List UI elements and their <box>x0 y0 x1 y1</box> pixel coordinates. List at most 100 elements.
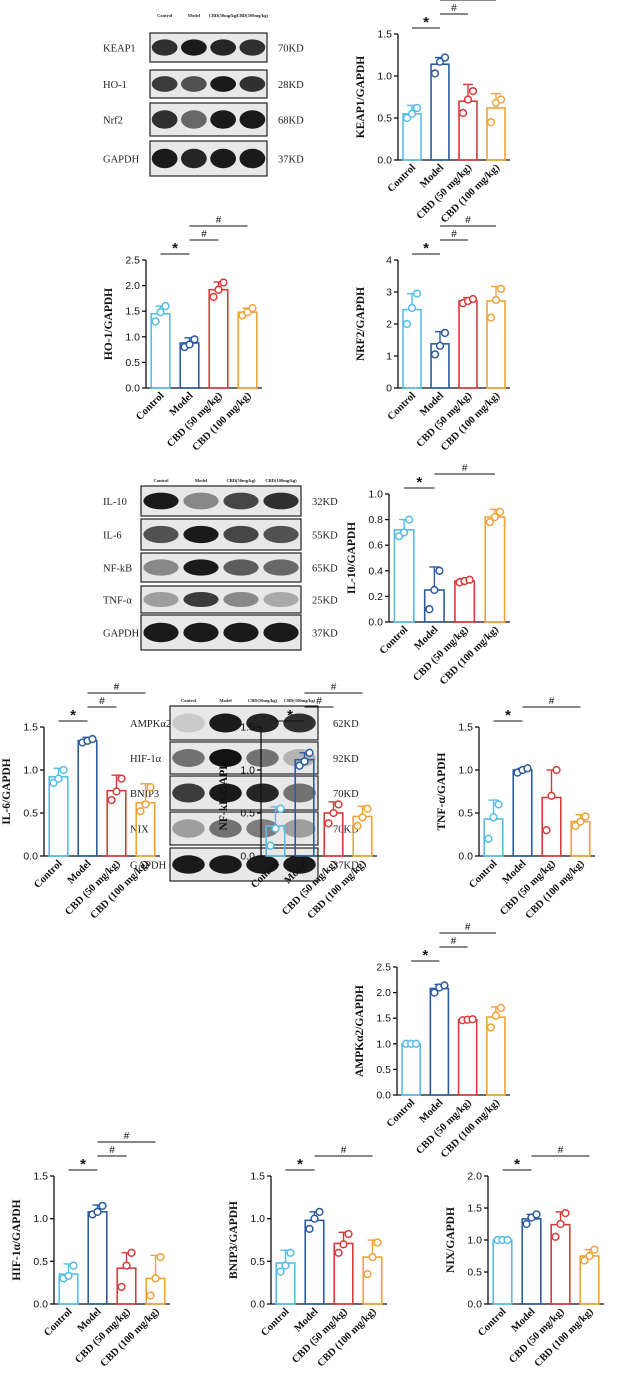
data-point <box>161 301 170 311</box>
y-tick-label: 0.0 <box>467 1299 482 1311</box>
blot-protein-label: GAPDH <box>103 629 140 640</box>
blot-lane-label: CBD(100mg/kg) <box>265 478 297 483</box>
chart-2: 0.0 0.5 1.0 1.5 2.0 2.5 HO-1/GAPDH Control Model… <box>103 215 262 453</box>
blot-row: GAPDH 37KD <box>103 140 304 177</box>
significance-label: * <box>297 1156 303 1173</box>
data-point <box>532 1210 541 1219</box>
western-blot-1: Control Model CBD(50mg/kg) CBD(100mg/kg) KEA… <box>103 13 304 177</box>
blot-band <box>210 148 236 169</box>
data-point <box>489 813 498 822</box>
data-point <box>561 1208 570 1218</box>
data-point <box>425 605 434 614</box>
blot-lane-label: Model <box>188 13 201 18</box>
y-tick-label: 1.0 <box>240 765 255 777</box>
data-point <box>151 1274 160 1283</box>
bar-model <box>77 734 98 857</box>
bar-cbd-50-mg-kg <box>106 774 127 857</box>
blot-band <box>246 749 279 767</box>
y-tick-label: 1.0 <box>250 1213 265 1225</box>
blot-lane-label: Control <box>181 698 197 703</box>
x-tick-label: Model <box>66 858 94 886</box>
data-point <box>571 821 580 831</box>
y-tick-label: 1.0 <box>33 1213 48 1225</box>
y-axis-label: BNIP3/GAPDH <box>228 1201 240 1279</box>
bar-cbd-100-mg-kg <box>145 1252 166 1305</box>
x-tick-label: Control <box>259 1306 291 1338</box>
data-point <box>107 795 116 805</box>
bar-cbd-50-mg-kg <box>550 1208 571 1305</box>
x-tick-label: Model <box>413 624 441 652</box>
blot-size-label: 65KD <box>312 564 338 575</box>
y-tick-label: 0.5 <box>240 808 255 820</box>
x-tick-label: Model <box>501 858 529 886</box>
blot-size-label: 37KD <box>278 155 304 166</box>
y-tick-label: 2.5 <box>376 962 391 974</box>
y-tick-label: 2 <box>386 319 392 331</box>
blot-band <box>143 559 179 576</box>
blot-protein-label: HIF-1α <box>130 754 162 765</box>
data-point <box>590 1245 599 1254</box>
y-tick-label: 2.5 <box>125 255 140 267</box>
significance-label: # <box>451 936 457 947</box>
data-point <box>580 1256 589 1265</box>
blot-row: IL-6 55KD <box>103 518 338 551</box>
y-axis-label: TNF-α/GAPDH <box>436 752 448 830</box>
blot-band <box>183 559 219 576</box>
bar-control <box>48 765 69 857</box>
blot-band <box>210 76 236 92</box>
bar-rect <box>454 580 476 623</box>
y-axis-label: IL-10/GAPDH <box>346 522 358 594</box>
blot-size-label: 70KD <box>333 825 359 836</box>
blot-protein-label: IL-6 <box>103 531 122 542</box>
y-tick-label: 4 <box>386 255 392 267</box>
bar-cbd-100-mg-kg <box>579 1245 600 1305</box>
blot-band <box>263 492 299 510</box>
significance-label: # <box>341 1145 347 1156</box>
data-point <box>496 284 506 293</box>
blot-band <box>263 525 299 544</box>
data-point <box>324 819 333 828</box>
blot-band <box>283 783 316 803</box>
y-tick-label: 0.4 <box>368 565 383 577</box>
bar-model <box>294 748 315 857</box>
chart-4: 0.0 0.2 0.4 0.6 0.8 1.0 IL-10/GAPDH Control Mode… <box>346 463 510 687</box>
blot-size-label: 70KD <box>333 789 359 800</box>
bar-cbd-50-mg-kg <box>454 575 476 623</box>
data-point <box>435 341 445 350</box>
data-point <box>146 1291 155 1300</box>
data-point <box>286 1248 295 1257</box>
bar-control <box>401 1039 421 1096</box>
blot-lane-label: CBD(50mg/kg) <box>227 478 257 483</box>
data-point <box>465 575 474 584</box>
data-point <box>491 1011 501 1020</box>
blot-band <box>283 855 316 874</box>
y-tick-label: 3 <box>386 287 392 299</box>
data-point <box>93 1207 102 1216</box>
blot-band <box>263 591 299 608</box>
significance-label: # <box>451 3 457 14</box>
bar-model <box>179 335 200 389</box>
data-point <box>358 813 367 822</box>
data-point <box>491 295 501 305</box>
data-point <box>503 1235 512 1245</box>
bar-rect <box>304 1219 325 1305</box>
blot-band <box>143 525 179 544</box>
y-tick-label: 2.0 <box>125 280 140 292</box>
bar-cbd-50-mg-kg <box>323 800 344 857</box>
significance-label: * <box>172 240 178 257</box>
x-tick-label: Control <box>42 1306 74 1338</box>
data-point <box>368 1252 377 1262</box>
blot-band <box>239 39 266 56</box>
blot-size-label: 32KD <box>312 497 338 508</box>
data-point <box>248 303 257 313</box>
data-point <box>552 765 561 775</box>
significance-label: # <box>331 682 337 693</box>
y-axis-label: NIX/GAPDH <box>445 1207 457 1273</box>
y-axis-label: NRF2/GAPDH <box>355 287 367 361</box>
data-point <box>495 507 505 517</box>
significance-label: * <box>80 1156 86 1173</box>
y-axis-label: HIF-1α/GAPDH <box>11 1199 23 1280</box>
